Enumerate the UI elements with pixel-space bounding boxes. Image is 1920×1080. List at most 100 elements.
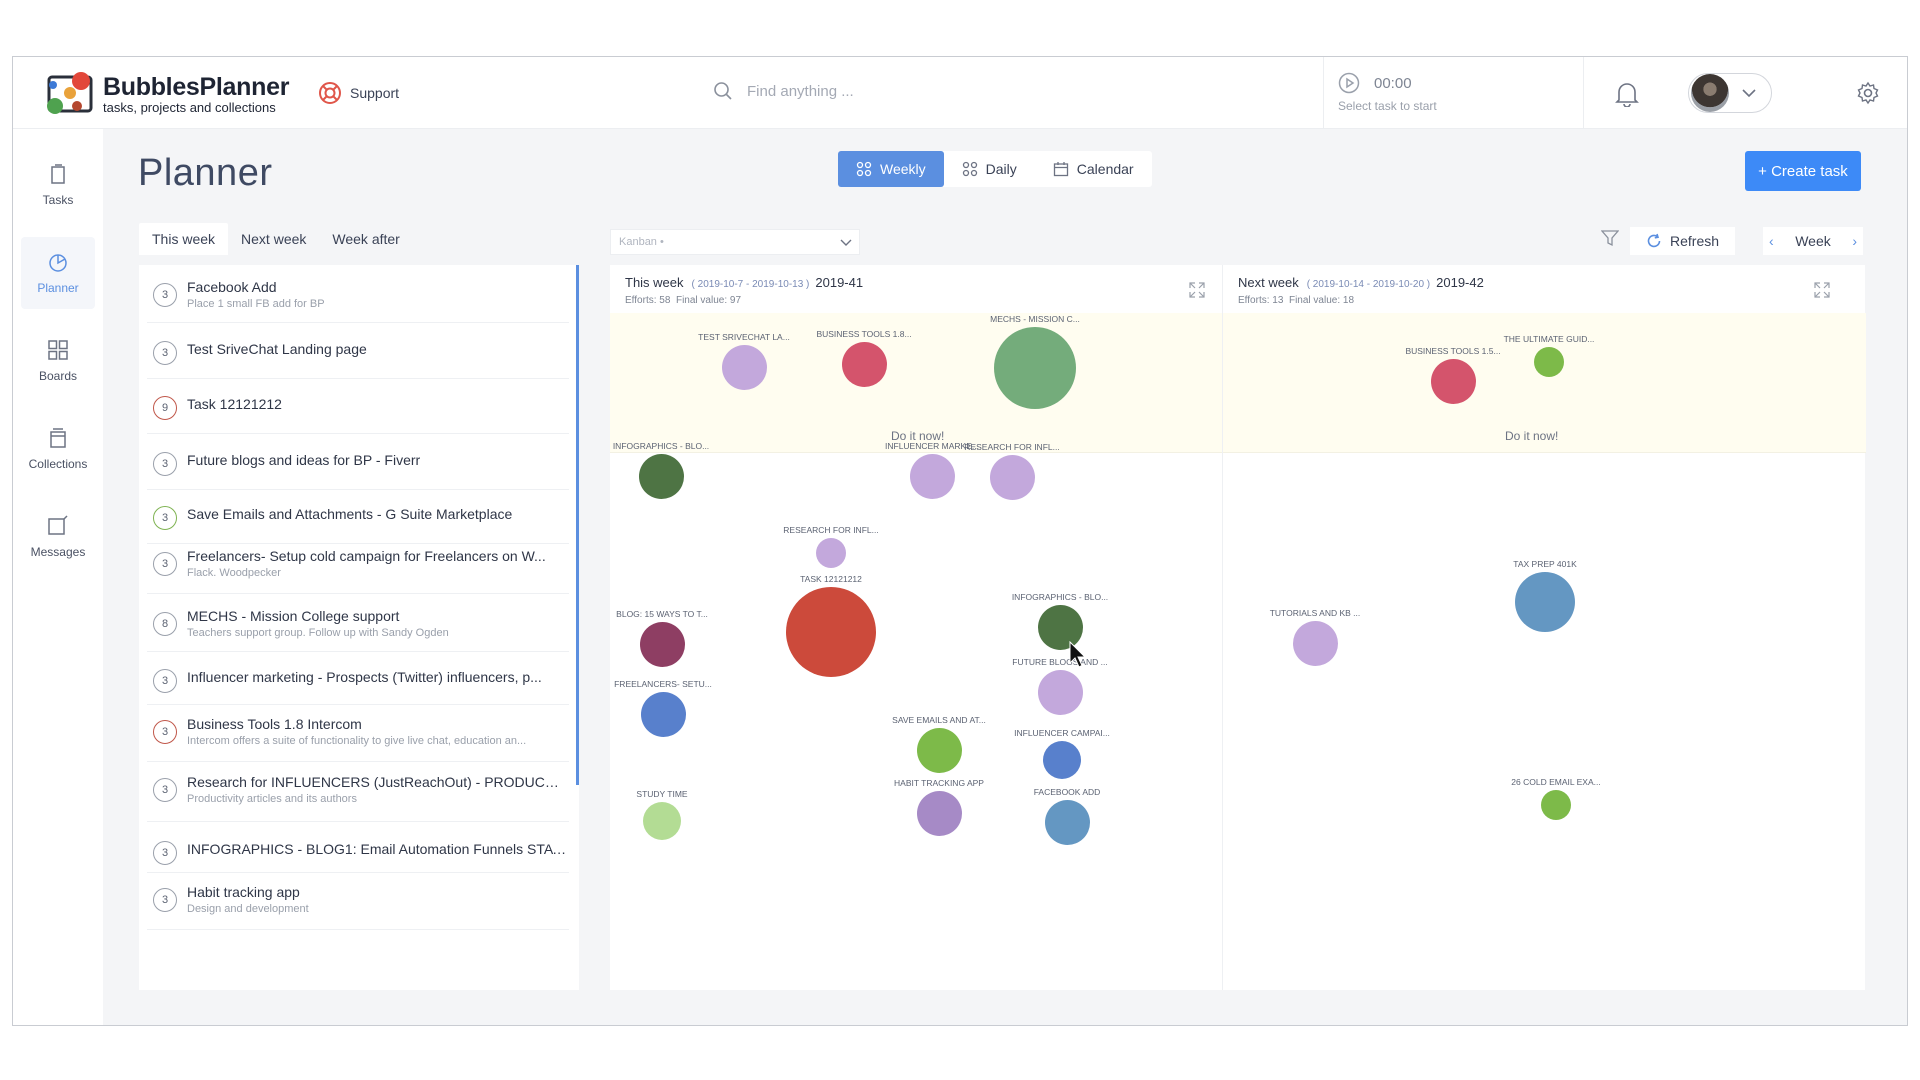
task-bubble-label: TASK 12121212 <box>800 574 862 584</box>
column-title: Next week <box>1238 275 1299 290</box>
expand-icon[interactable] <box>1188 281 1206 299</box>
task-bubble-label: BUSINESS TOOLS 1.8... <box>816 328 912 339</box>
task-bubble[interactable] <box>1541 790 1571 820</box>
task-bubble-label: 26 COLD EMAIL EXA... <box>1511 777 1601 787</box>
tab-daily-label: Daily <box>985 161 1017 177</box>
task-bubble[interactable] <box>989 454 1035 500</box>
weekly-view-icon <box>856 161 872 177</box>
task-bubble-label: HABIT TRACKING APP <box>894 777 984 788</box>
task-bubble[interactable] <box>1534 347 1564 377</box>
task-bubble-label: INFOGRAPHICS - BLO... <box>612 440 710 451</box>
task-list-item[interactable]: 8 MECHS - Mission College support Teachers… <box>147 598 569 652</box>
task-bubble[interactable] <box>643 802 681 840</box>
task-title: Business Tools 1.8 Intercom <box>187 716 362 732</box>
do-it-now-zone <box>610 313 1222 453</box>
task-bubble[interactable] <box>640 691 686 737</box>
tab-this-week[interactable]: This week <box>139 223 229 255</box>
task-bubble[interactable] <box>1043 741 1081 779</box>
task-list-item[interactable]: 3 Influencer marketing - Prospects (Twitt… <box>147 655 569 705</box>
task-list-item[interactable]: 3 Test SriveChat Landing page <box>147 327 569 379</box>
top-header: BubblesPlanner tasks, projects and colle… <box>13 57 1907 129</box>
refresh-icon <box>1647 233 1661 248</box>
task-bubble-label: FREELANCERS- SETU... <box>614 678 712 689</box>
task-bubble[interactable] <box>1037 669 1083 715</box>
tab-calendar-label: Calendar <box>1076 161 1134 177</box>
nav-item-collections[interactable]: Collections <box>21 413 95 485</box>
filter-icon[interactable] <box>1601 229 1619 247</box>
do-it-now-label: Do it now! <box>1505 429 1559 443</box>
tab-next-week[interactable]: Next week <box>241 231 307 247</box>
task-bubble-label: FACEBOOK ADD <box>1033 786 1101 797</box>
tab-weekly[interactable]: Weekly <box>838 151 944 187</box>
timer-hint: Select task to start <box>1338 99 1437 113</box>
task-bubble[interactable] <box>1037 604 1083 650</box>
task-bubble[interactable] <box>721 344 767 390</box>
nav-label-collections: Collections <box>28 457 88 471</box>
nav-item-boards[interactable]: Boards <box>21 325 95 397</box>
create-task-button[interactable]: + Create task <box>1745 151 1861 191</box>
messages-icon <box>48 515 68 535</box>
task-bubble[interactable] <box>909 453 955 499</box>
chevron-down-icon <box>840 239 852 246</box>
task-bubble[interactable] <box>786 587 876 677</box>
task-bubble[interactable] <box>1515 572 1575 632</box>
avatar[interactable] <box>1691 74 1729 112</box>
task-list-item[interactable]: 9 Task 12121212 <box>147 382 569 434</box>
tab-calendar[interactable]: Calendar <box>1035 151 1152 187</box>
support-label: Support <box>350 85 400 101</box>
task-timer[interactable]: 00:00 Select task to start <box>1338 72 1437 113</box>
task-bubble-label: TUTORIALS AND KB ... <box>1269 607 1361 618</box>
task-list-item[interactable]: 3 Future blogs and ideas for BP - Fiverr <box>147 438 569 490</box>
tab-daily[interactable]: Daily <box>944 151 1035 187</box>
task-subtitle: Flack. Woodpecker <box>187 567 281 579</box>
nav-item-tasks[interactable]: Tasks <box>21 149 95 221</box>
task-list-item[interactable]: 3 Save Emails and Attachments - G Suite M… <box>147 492 569 544</box>
tab-week-after[interactable]: Week after <box>332 231 400 247</box>
expand-icon[interactable] <box>1813 281 1831 299</box>
column-date-range: ( 2019-10-7 - 2019-10-13 ) <box>691 279 810 290</box>
previous-week-arrow-icon[interactable]: ‹ <box>1769 233 1774 249</box>
next-week-arrow-icon[interactable]: › <box>1852 233 1857 249</box>
task-list-item[interactable]: 3 Freelancers- Setup cold campaign for Fr… <box>147 538 569 594</box>
user-menu[interactable] <box>1688 73 1772 113</box>
task-effort-badge: 3 <box>153 452 177 476</box>
task-bubble[interactable] <box>1044 799 1090 845</box>
task-list-item[interactable]: 3 Research for INFLUENCERS (JustReachOut)… <box>147 764 569 822</box>
task-bubble[interactable] <box>841 341 887 387</box>
task-bubble[interactable] <box>1292 620 1338 666</box>
task-bubble[interactable] <box>816 538 846 568</box>
task-bubble[interactable] <box>994 327 1076 409</box>
task-list-item[interactable]: 3 Business Tools 1.8 Intercom Intercom off… <box>147 706 569 762</box>
column-stats: Efforts: 58 Final value: 97 <box>625 295 741 306</box>
chevron-down-icon[interactable] <box>1741 88 1757 98</box>
bubblesplanner-logo-icon[interactable] <box>43 71 97 117</box>
play-icon[interactable] <box>1338 72 1360 94</box>
column-stats: Efforts: 13 Final value: 18 <box>1238 295 1354 306</box>
task-bubble-label: MECHS - MISSION C... <box>990 314 1080 324</box>
task-effort-badge: 3 <box>153 506 177 530</box>
task-bubble[interactable] <box>1430 358 1476 404</box>
kanban-select[interactable]: Kanban • <box>610 229 860 255</box>
task-bubble[interactable] <box>639 621 685 667</box>
nav-item-messages[interactable]: Messages <box>21 501 95 573</box>
notifications-bell-icon[interactable] <box>1615 81 1639 107</box>
task-list-item[interactable]: 3 INFOGRAPHICS - BLOG1: Email Automation … <box>147 827 569 873</box>
task-title: MECHS - Mission College support <box>187 608 400 624</box>
task-bubble[interactable] <box>916 790 962 836</box>
refresh-button[interactable]: Refresh <box>1630 227 1736 255</box>
task-list-scrollbar[interactable] <box>576 265 579 785</box>
support-link[interactable]: Support <box>318 81 399 105</box>
task-subtitle: Place 1 small FB add for BP <box>187 298 325 310</box>
task-title: Research for INFLUENCERS (JustReachOut) … <box>187 774 567 790</box>
week-column-next-week: Next week ( 2019-10-14 - 2019-10-20 ) 2019… <box>1222 265 1866 990</box>
task-effort-badge: 3 <box>153 341 177 365</box>
task-effort-badge: 8 <box>153 612 177 636</box>
settings-gear-icon[interactable] <box>1856 81 1880 105</box>
task-list-item[interactable]: 3 Facebook Add Place 1 small FB add for BP <box>147 269 569 323</box>
calendar-icon <box>1053 162 1068 177</box>
task-list-item[interactable]: 3 Habit tracking app Design and developmen… <box>147 874 569 930</box>
search-input[interactable] <box>747 82 1167 100</box>
task-bubble[interactable] <box>916 727 962 773</box>
task-bubble[interactable] <box>638 453 684 499</box>
nav-item-planner[interactable]: Planner <box>21 237 95 309</box>
